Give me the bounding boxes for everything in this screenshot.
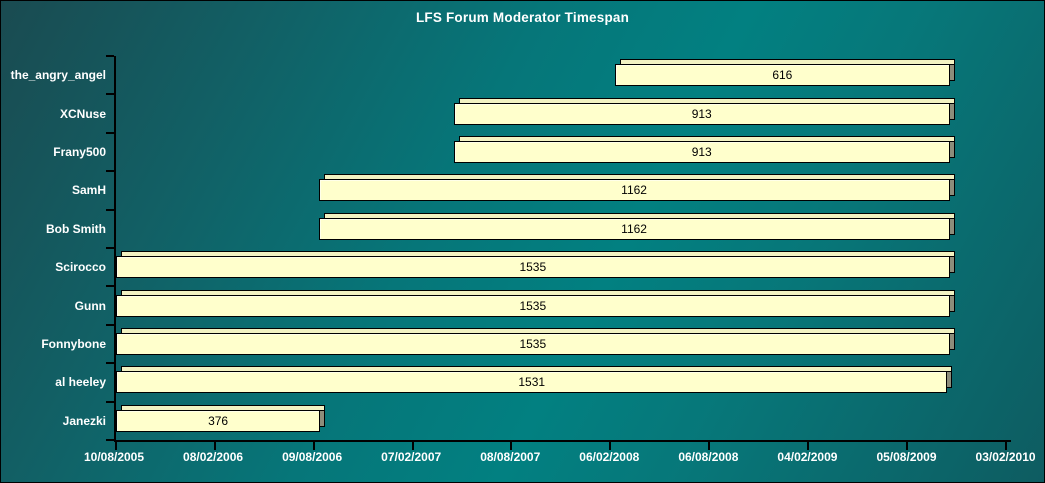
y-axis-label: Gunn <box>74 298 106 313</box>
bar-value-label: 1535 <box>519 260 547 275</box>
y-axis-label: XCNuse <box>59 106 106 121</box>
bar-front-face: 1535 <box>116 294 950 317</box>
bar: 1535 <box>116 251 955 279</box>
bar-front-face: 1162 <box>318 217 950 240</box>
x-axis-tick-label: 04/02/2009 <box>777 450 838 464</box>
x-axis-tick <box>213 442 216 450</box>
y-axis-tick <box>106 55 114 57</box>
bar: 1535 <box>116 328 955 355</box>
x-axis-tick-label: 08/08/2007 <box>480 450 541 464</box>
bar-value-label: 376 <box>208 413 229 428</box>
y-axis-tick <box>106 400 114 403</box>
y-axis-labels: the_angry_angel XCNuse Frany500 SamH Bob Smi… <box>1 56 106 440</box>
bar: 1162 <box>318 174 955 202</box>
y-axis-tick <box>106 170 114 173</box>
bar-value-label: 913 <box>691 106 712 121</box>
x-axis-tick-label: 07/02/2007 <box>381 450 442 464</box>
bar: 616 <box>615 59 955 87</box>
y-axis-tick <box>106 439 114 441</box>
x-axis-tick-label: 08/02/2006 <box>183 450 244 464</box>
x-axis-tick <box>609 442 612 450</box>
x-axis-tick <box>806 442 809 450</box>
bar-front-face: 1531 <box>116 371 948 394</box>
y-axis-tick <box>106 247 114 249</box>
y-axis-label: Bob Smith <box>46 221 106 236</box>
bar: 1531 <box>116 366 953 394</box>
x-axis-tick-label: 05/08/2009 <box>876 450 937 464</box>
x-axis-tick-label: 06/08/2008 <box>678 450 739 464</box>
y-axis-label: Fonnybone <box>41 337 106 351</box>
y-axis-tick <box>106 362 114 365</box>
y-axis-tick <box>106 285 114 288</box>
y-axis-label: SamH <box>71 183 106 198</box>
y-axis-label: Janezki <box>62 413 106 428</box>
x-axis-tick <box>510 442 513 450</box>
x-axis-tick <box>905 442 908 450</box>
x-axis-tick <box>1004 442 1007 450</box>
bar-value-label: 1535 <box>519 298 547 313</box>
bar-front-face: 616 <box>615 64 950 87</box>
bar-front-face: 1535 <box>116 333 950 355</box>
y-axis-label: al heeley <box>55 375 106 390</box>
x-axis-tick <box>708 442 711 450</box>
x-axis-tick-label: 10/08/2005 <box>83 450 145 464</box>
bar-value-label: 1531 <box>518 375 546 390</box>
x-axis-tick <box>411 442 414 450</box>
y-axis-label: Scirocco <box>55 260 106 275</box>
bar-front-face: 376 <box>116 409 321 432</box>
plot-area: 616 913 913 1162 1162 1535 1535 1535 1531 376 <box>106 55 1011 450</box>
y-axis-label: Frany500 <box>53 145 106 159</box>
bar-front-face: 913 <box>453 102 950 125</box>
bar: 913 <box>453 97 955 125</box>
y-axis-tick <box>106 93 114 96</box>
x-axis-tick-label: 09/08/2006 <box>282 450 343 464</box>
bar-value-label: 1535 <box>519 337 547 351</box>
bar-front-face: 913 <box>453 141 950 163</box>
bar-value-label: 1162 <box>621 183 647 198</box>
y-axis-tick <box>106 323 114 326</box>
x-axis-tick-label: 03/02/2010 <box>975 450 1036 464</box>
bar: 913 <box>453 136 955 163</box>
bar-value-label: 913 <box>691 145 712 159</box>
y-axis-tick <box>106 208 114 211</box>
bar-value-label: 1162 <box>621 221 647 236</box>
bar-front-face: 1535 <box>116 256 950 279</box>
x-axis-tick <box>312 442 315 450</box>
y-axis-label: the_angry_angel <box>10 68 106 83</box>
bar: 376 <box>116 404 326 432</box>
bar: 1535 <box>116 289 955 317</box>
x-axis-tick <box>115 442 117 450</box>
x-axis-tick-label: 06/02/2008 <box>579 450 640 464</box>
y-axis-tick <box>106 131 114 134</box>
bar-front-face: 1162 <box>318 179 950 202</box>
x-axis-labels: 10/08/2005 08/02/2006 09/08/2006 07/02/2007… <box>84 450 1036 468</box>
bar-value-label: 616 <box>772 68 793 83</box>
bar: 1162 <box>318 212 955 240</box>
chart-title: LFS Forum Moderator Timespan <box>415 10 630 25</box>
